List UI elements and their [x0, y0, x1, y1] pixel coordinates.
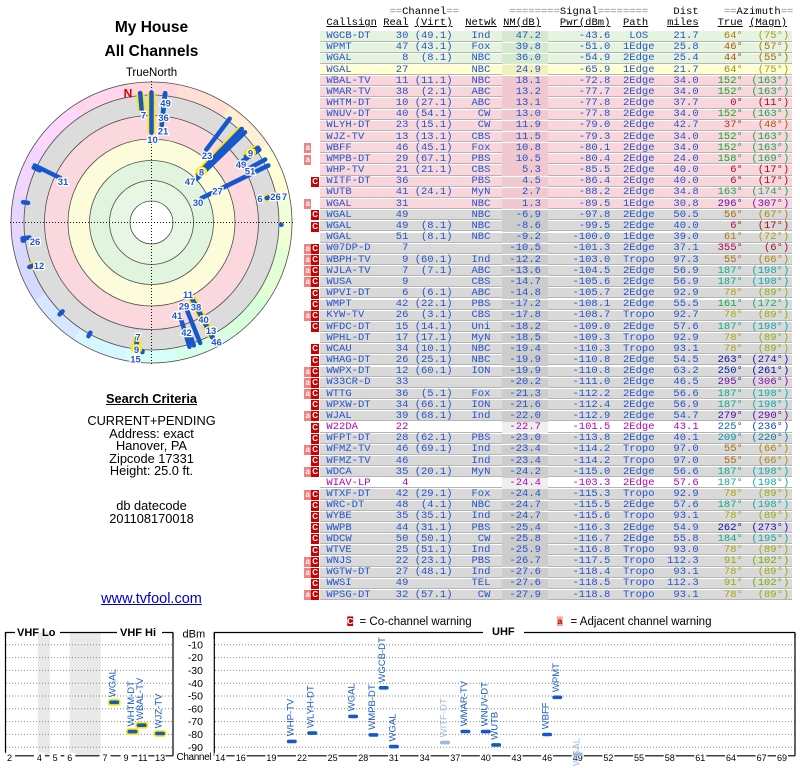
svg-text:36: 36 — [158, 113, 169, 124]
svg-text:26: 26 — [270, 192, 281, 203]
svg-text:6: 6 — [67, 753, 72, 763]
svg-text:UHF: UHF — [492, 626, 515, 638]
svg-text:dBm: dBm — [183, 629, 206, 641]
svg-text:21: 21 — [158, 127, 169, 138]
svg-text:46: 46 — [211, 338, 222, 349]
svg-text:31: 31 — [389, 753, 399, 763]
svg-text:7: 7 — [141, 111, 146, 122]
svg-text:-50: -50 — [188, 691, 203, 703]
svg-text:-10: -10 — [188, 639, 203, 651]
svg-text:61: 61 — [695, 753, 705, 763]
svg-text:C: C — [347, 616, 353, 626]
svg-text:30: 30 — [193, 198, 204, 209]
svg-text:47: 47 — [185, 177, 196, 188]
svg-text:22: 22 — [297, 753, 307, 763]
svg-text:8: 8 — [199, 168, 204, 179]
svg-text:29: 29 — [179, 302, 190, 313]
svg-text:52: 52 — [603, 753, 613, 763]
svg-text:6: 6 — [257, 194, 262, 205]
svg-text:9: 9 — [123, 753, 128, 763]
svg-text:N: N — [124, 87, 133, 101]
svg-text:13: 13 — [206, 326, 217, 337]
svg-text:= Adjacent channel warning: = Adjacent channel warning — [571, 616, 712, 628]
svg-text:a: a — [558, 616, 563, 626]
svg-text:WBAL-TV: WBAL-TV — [135, 677, 146, 720]
svg-text:51: 51 — [245, 167, 256, 178]
svg-text:14: 14 — [215, 753, 225, 763]
svg-text:Channel: Channel — [177, 752, 212, 763]
svg-text:49: 49 — [236, 160, 247, 171]
svg-text:31: 31 — [58, 177, 69, 188]
svg-text:-20: -20 — [188, 652, 203, 664]
svg-text:16: 16 — [236, 753, 246, 763]
svg-text:43: 43 — [511, 753, 521, 763]
svg-text:10: 10 — [147, 135, 158, 146]
svg-text:-30: -30 — [188, 665, 203, 677]
svg-text:WNUV-DT: WNUV-DT — [479, 682, 490, 727]
svg-text:-70: -70 — [188, 716, 203, 728]
svg-text:VHF Hi: VHF Hi — [120, 627, 156, 639]
svg-text:WUTB: WUTB — [490, 712, 501, 740]
svg-text:25: 25 — [328, 753, 338, 763]
svg-text:42: 42 — [181, 328, 192, 339]
svg-text:WGAL: WGAL — [387, 713, 398, 741]
svg-text:38: 38 — [191, 303, 202, 314]
svg-text:7: 7 — [135, 333, 140, 344]
svg-text:WPMT: WPMT — [551, 663, 562, 692]
svg-text:11: 11 — [138, 753, 147, 763]
svg-text:64: 64 — [726, 753, 736, 763]
svg-text:WGAL: WGAL — [347, 683, 358, 711]
svg-text:55: 55 — [634, 753, 644, 763]
svg-text:9: 9 — [134, 345, 139, 356]
svg-text:= Co-channel warning: = Co-channel warning — [360, 616, 472, 628]
svg-text:27: 27 — [212, 187, 223, 198]
svg-text:5: 5 — [53, 753, 58, 763]
svg-text:WGCB-DT: WGCB-DT — [377, 637, 388, 683]
svg-text:58: 58 — [665, 753, 675, 763]
svg-text:23: 23 — [202, 151, 213, 162]
svg-text:4: 4 — [37, 753, 42, 763]
svg-text:WGAL: WGAL — [108, 669, 119, 697]
svg-text:WBFF: WBFF — [541, 702, 552, 729]
svg-text:13: 13 — [155, 753, 165, 763]
svg-text:37: 37 — [450, 753, 460, 763]
svg-text:67: 67 — [757, 753, 767, 763]
svg-text:WMPB-DT: WMPB-DT — [367, 684, 378, 730]
svg-text:-60: -60 — [188, 703, 203, 715]
svg-text:VHF Lo: VHF Lo — [17, 627, 56, 639]
svg-text:WHP-TV: WHP-TV — [285, 698, 296, 736]
svg-text:49: 49 — [160, 99, 171, 110]
svg-text:WHTM-DT: WHTM-DT — [126, 681, 137, 727]
svg-text:9: 9 — [248, 149, 253, 160]
svg-text:11: 11 — [183, 290, 194, 301]
svg-text:WLYH-DT: WLYH-DT — [306, 685, 317, 728]
svg-text:7: 7 — [102, 753, 107, 763]
svg-text:WJZ-TV: WJZ-TV — [154, 693, 165, 728]
svg-text:2: 2 — [7, 753, 12, 763]
svg-text:WGAL: WGAL — [571, 738, 582, 766]
svg-text:28: 28 — [358, 753, 368, 763]
svg-text:12: 12 — [34, 261, 45, 272]
svg-text:-90: -90 — [188, 742, 203, 754]
svg-text:46: 46 — [542, 753, 552, 763]
svg-text:26: 26 — [30, 237, 41, 248]
svg-text:40: 40 — [198, 315, 209, 326]
svg-text:WMAR-TV: WMAR-TV — [459, 680, 470, 726]
svg-text:40: 40 — [481, 753, 491, 763]
svg-text:-80: -80 — [188, 729, 203, 741]
svg-text:49: 49 — [573, 753, 583, 763]
svg-text:WITF-DT: WITF-DT — [439, 698, 450, 737]
svg-text:34: 34 — [420, 753, 430, 763]
svg-text:41: 41 — [172, 311, 183, 322]
svg-text:15: 15 — [130, 355, 141, 366]
svg-text:7: 7 — [282, 192, 287, 203]
svg-text:-40: -40 — [188, 678, 203, 690]
svg-text:69: 69 — [777, 753, 787, 763]
svg-text:19: 19 — [266, 753, 276, 763]
